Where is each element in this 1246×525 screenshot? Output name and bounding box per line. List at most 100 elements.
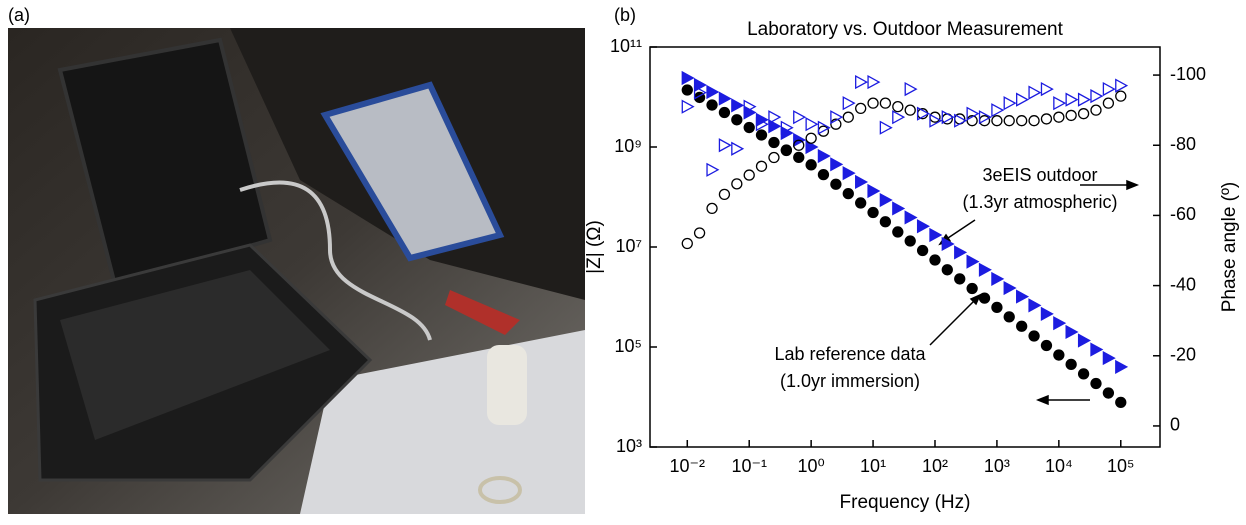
point bbox=[1028, 85, 1042, 100]
x-axis-label: Frequency (Hz) bbox=[840, 492, 971, 513]
point bbox=[1053, 96, 1067, 111]
point bbox=[966, 282, 978, 295]
point bbox=[1102, 82, 1116, 97]
point bbox=[1040, 339, 1053, 352]
point bbox=[755, 129, 768, 141]
point bbox=[706, 99, 718, 111]
point bbox=[879, 120, 893, 135]
y2-axis-label: Phase angle (º) bbox=[1219, 182, 1240, 313]
point bbox=[991, 271, 1005, 287]
point bbox=[780, 144, 793, 157]
y-axis-label: |Z| (Ω) bbox=[584, 220, 605, 274]
arrows bbox=[929, 179, 1140, 406]
point bbox=[1090, 377, 1102, 390]
point bbox=[706, 202, 718, 215]
point bbox=[1003, 115, 1015, 127]
point bbox=[929, 254, 941, 266]
point bbox=[879, 192, 893, 208]
point bbox=[1090, 342, 1104, 357]
annotation: 3eEIS outdoor bbox=[982, 165, 1097, 185]
point bbox=[793, 151, 805, 164]
point bbox=[929, 113, 943, 128]
point bbox=[1090, 89, 1104, 104]
point bbox=[1053, 111, 1065, 123]
point bbox=[1102, 387, 1115, 399]
point bbox=[1040, 306, 1054, 321]
point bbox=[954, 113, 968, 128]
point bbox=[830, 110, 844, 125]
point bbox=[805, 159, 817, 171]
point bbox=[731, 114, 743, 126]
y-tick-label: 10¹¹ bbox=[610, 36, 642, 56]
point bbox=[855, 102, 867, 115]
point bbox=[805, 132, 817, 144]
point bbox=[867, 74, 881, 90]
point bbox=[681, 84, 693, 96]
point bbox=[755, 160, 768, 172]
point bbox=[743, 121, 755, 134]
y2-tick-label: -40 bbox=[1170, 274, 1196, 294]
point bbox=[1053, 316, 1067, 331]
point bbox=[681, 70, 695, 86]
point bbox=[1016, 320, 1028, 332]
point bbox=[817, 148, 831, 164]
point bbox=[768, 119, 782, 134]
annotation: Lab reference data bbox=[774, 344, 926, 364]
point bbox=[916, 244, 929, 257]
point bbox=[991, 103, 1005, 118]
point bbox=[1115, 396, 1127, 409]
point bbox=[793, 110, 807, 125]
point bbox=[1077, 333, 1091, 348]
point bbox=[892, 226, 904, 238]
point bbox=[830, 118, 842, 130]
point bbox=[1003, 311, 1015, 323]
point bbox=[941, 236, 955, 252]
point bbox=[892, 110, 906, 125]
point bbox=[805, 117, 819, 132]
x-tick-label: 10⁴ bbox=[1045, 456, 1073, 476]
point bbox=[681, 237, 693, 250]
point bbox=[867, 206, 879, 219]
point bbox=[855, 197, 867, 209]
point bbox=[1040, 113, 1053, 125]
point bbox=[916, 219, 930, 234]
y-tick-label: 10⁹ bbox=[614, 136, 642, 156]
point bbox=[892, 100, 904, 113]
point bbox=[879, 216, 892, 228]
point bbox=[1016, 92, 1030, 107]
point bbox=[978, 110, 992, 125]
point bbox=[805, 139, 819, 155]
y2-tick-label: -60 bbox=[1170, 204, 1196, 224]
point bbox=[1065, 324, 1079, 340]
point bbox=[991, 301, 1003, 314]
y2-tick-label: -80 bbox=[1170, 134, 1196, 154]
point bbox=[904, 104, 916, 116]
y-tick-label: 10³ bbox=[616, 436, 642, 456]
point bbox=[929, 227, 943, 243]
point bbox=[681, 99, 695, 114]
photo bbox=[8, 28, 585, 514]
point bbox=[1040, 82, 1054, 97]
x-tick-label: 10⁻² bbox=[670, 456, 706, 476]
annotation: (1.0yr immersion) bbox=[780, 371, 920, 391]
y2-tick-label: -100 bbox=[1170, 64, 1206, 84]
x-tick-label: 10⁻¹ bbox=[731, 456, 767, 476]
point bbox=[817, 168, 830, 181]
point bbox=[842, 187, 854, 200]
chart-title: Laboratory vs. Outdoor Measurement bbox=[747, 19, 1063, 40]
point bbox=[904, 235, 916, 247]
point bbox=[1077, 92, 1091, 107]
point bbox=[879, 97, 892, 109]
point bbox=[743, 99, 757, 114]
point bbox=[731, 98, 745, 113]
point bbox=[706, 162, 720, 177]
point bbox=[768, 110, 782, 125]
point bbox=[978, 262, 992, 277]
point bbox=[780, 120, 794, 135]
point bbox=[830, 157, 844, 172]
point bbox=[954, 273, 966, 285]
point bbox=[916, 106, 930, 121]
x-tick-label: 10⁵ bbox=[1107, 456, 1134, 476]
point bbox=[743, 105, 757, 120]
point bbox=[1115, 90, 1127, 102]
